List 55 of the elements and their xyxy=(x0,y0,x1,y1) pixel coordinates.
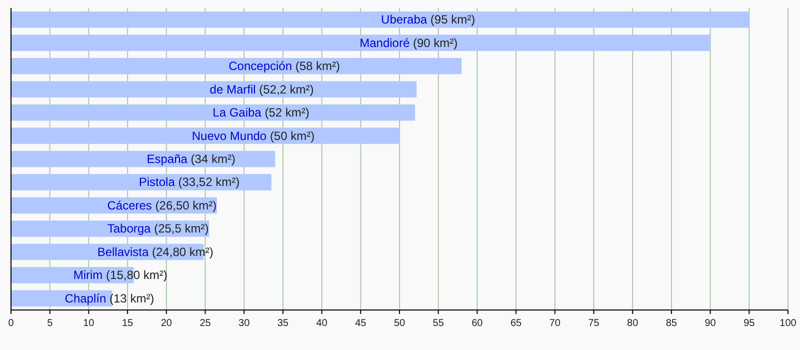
bar xyxy=(11,104,416,121)
x-tick-label: 15 xyxy=(122,318,134,329)
data-label: (25,5 km²) xyxy=(154,222,209,236)
x-tick-label: 55 xyxy=(432,318,444,329)
x-tick-label: 45 xyxy=(355,318,367,329)
x-tick-label: 40 xyxy=(316,318,328,329)
x-tick-label: 5 xyxy=(47,318,54,329)
x-tick-label: 35 xyxy=(277,318,289,329)
x-tick-label: 95 xyxy=(744,318,756,329)
data-label: (52,2 km²) xyxy=(259,82,314,96)
data-label: (50 km²) xyxy=(270,128,315,143)
data-label: (24,80 km²) xyxy=(152,244,214,259)
bar xyxy=(11,150,276,168)
y-tick-label: Nuevo Mundo xyxy=(192,128,270,143)
y-tick-label: Chaplín xyxy=(64,291,110,306)
y-tick-label: Concepción xyxy=(228,59,296,74)
x-tick-label: 70 xyxy=(549,318,561,329)
y-tick-label: de Marfil xyxy=(210,82,260,96)
data-label: (26,50 km²) xyxy=(155,198,217,212)
bar xyxy=(11,58,462,74)
x-tick-label: 80 xyxy=(627,318,639,329)
bar xyxy=(11,128,400,144)
data-label: (15,80 km²) xyxy=(106,268,168,282)
bar xyxy=(11,11,750,28)
y-tick-label: Pistola xyxy=(138,175,178,190)
y-tick-label: Mandioré xyxy=(360,36,413,50)
y-tick-label: La Gaiba xyxy=(212,106,265,120)
x-tick-label: 75 xyxy=(588,318,600,329)
data-label: (52 km²) xyxy=(264,106,310,120)
y-tick-label: Uberaba xyxy=(381,12,430,27)
bar xyxy=(11,81,417,98)
x-tick-label: 85 xyxy=(666,318,678,329)
x-tick-label: 65 xyxy=(510,318,522,329)
y-tick-label: España xyxy=(146,152,191,166)
bar xyxy=(11,34,710,51)
x-tick-label: 50 xyxy=(394,318,406,329)
x-tick-label: 30 xyxy=(238,318,250,329)
y-tick-label: Mirim xyxy=(73,268,106,282)
y-tick-label: Cáceres xyxy=(107,198,156,212)
bar xyxy=(11,174,272,190)
x-tick-label: 0 xyxy=(8,318,14,329)
x-tick-label: 100 xyxy=(780,318,797,329)
data-label: (90 km²) xyxy=(413,36,458,50)
x-tick-label: 25 xyxy=(200,318,212,329)
x-tick-label: 10 xyxy=(83,318,95,329)
data-label: (58 km²) xyxy=(295,59,340,74)
y-tick-label: Taborga xyxy=(107,222,154,236)
data-label: (34 km²) xyxy=(190,152,236,166)
x-tick-label: 20 xyxy=(160,318,172,329)
data-label: (13 km²) xyxy=(110,291,154,306)
y-tick-label: Bellavista xyxy=(97,244,152,259)
data-label: (33,52 km²) xyxy=(178,175,240,190)
x-tick-label: 60 xyxy=(472,318,484,329)
x-tick-label: 90 xyxy=(704,318,716,329)
data-label: (95 km²) xyxy=(430,12,476,27)
